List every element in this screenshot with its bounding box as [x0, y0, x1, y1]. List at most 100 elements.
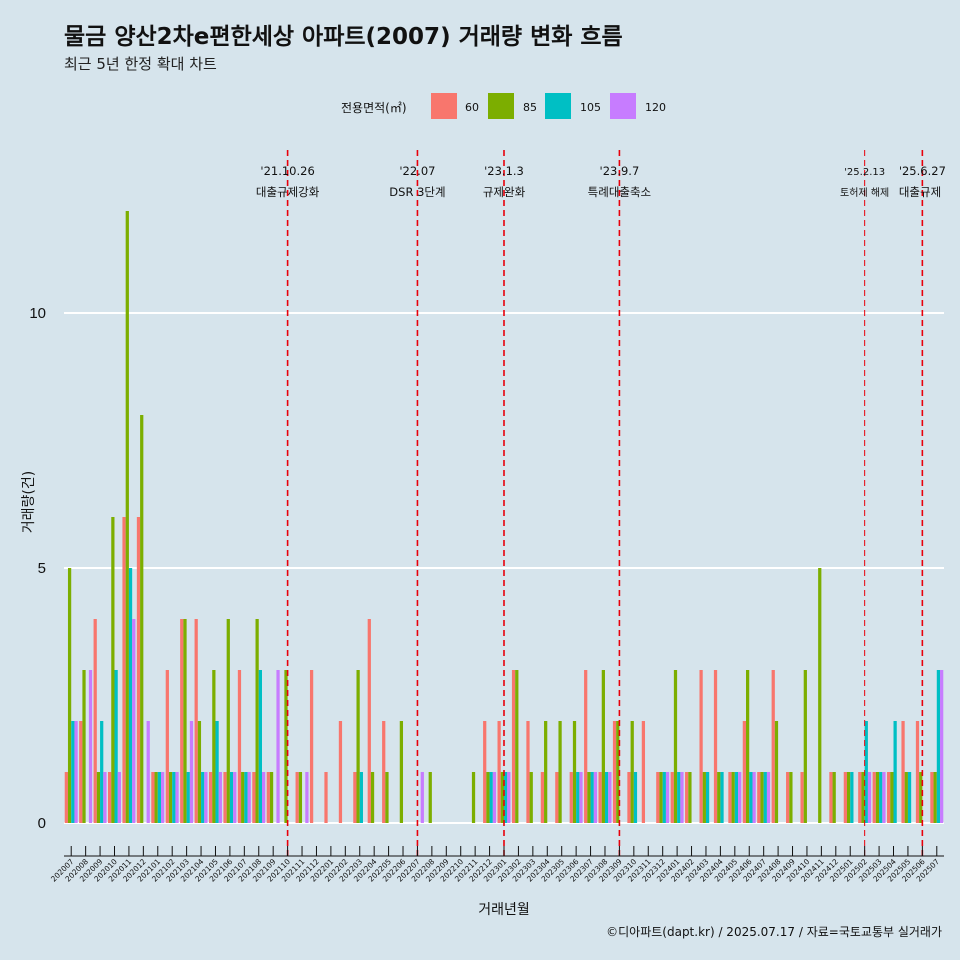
chart-subtitle: 최근 5년 한정 확대 차트: [64, 55, 217, 73]
bar-85-202411: [818, 568, 822, 823]
bar-60-202302: [511, 670, 516, 823]
bar-120-202010: [117, 772, 121, 823]
event-label-0: 대출규제강화: [256, 185, 320, 199]
bar-85-202408: [774, 721, 779, 823]
bar-105-202504: [893, 721, 897, 823]
bar-120-202405: [738, 772, 742, 823]
bar-85-202303: [529, 772, 533, 823]
event-date-1: '22.07: [399, 164, 435, 178]
bar-60-202502: [858, 772, 862, 823]
bar-105-202104: [201, 772, 205, 823]
bar-85-202109: [269, 772, 274, 823]
event-date-5: '25.6.27: [899, 164, 946, 178]
bar-120-202107: [247, 772, 251, 823]
bar-85-202409: [789, 772, 793, 823]
bar-60-202501: [843, 772, 847, 823]
bar-120-202507: [940, 670, 944, 823]
y-tick-label-10: 10: [29, 305, 46, 322]
bar-60-202505: [901, 721, 905, 823]
bar-85-202402: [688, 772, 692, 823]
bar-85-202505: [904, 772, 908, 823]
bar-85-202203: [356, 670, 360, 823]
bar-60-202504: [887, 772, 891, 823]
bar-105-202405: [734, 772, 739, 823]
bar-85-202503: [875, 772, 880, 823]
bar-120-202306: [579, 772, 583, 823]
bar-60-202402: [685, 772, 689, 823]
bar-60-202503: [872, 772, 876, 823]
bar-85-202010: [111, 517, 115, 823]
bar-105-202301: [504, 772, 508, 823]
bar-105-202407: [763, 772, 767, 823]
bar-85-202102: [168, 772, 173, 823]
event-date-0: '21.10.26: [260, 164, 314, 178]
bar-120-202012: [146, 721, 150, 823]
bar-105-202404: [720, 772, 724, 823]
event-label-5: 대출규제: [899, 185, 941, 199]
bar-60-202412: [829, 772, 833, 823]
bar-60-202008: [79, 721, 83, 823]
event-markers: '21.10.26 대출규제강화 '22.07 DSR 3단계 '23.1.3 규제완화 '…: [256, 150, 946, 856]
bar-105-202103: [186, 772, 190, 823]
bar-85-202312: [659, 772, 663, 823]
bar-85-202008: [82, 670, 86, 823]
event-label-4: 토허제 해제: [840, 186, 889, 199]
bar-60-202309: [612, 721, 617, 823]
bar-120-202007: [74, 721, 78, 823]
legend-label-105: 105: [580, 101, 601, 114]
bar-60-202201: [324, 772, 328, 823]
bar-120-202307: [593, 772, 598, 823]
bar-120-202101: [161, 772, 165, 823]
bar-60-202203: [353, 772, 357, 823]
y-tick-label-0: 0: [38, 815, 46, 832]
bar-105-202102: [172, 772, 176, 823]
bar-60-202007: [64, 772, 68, 823]
bar-60-202105: [208, 772, 213, 823]
bars: [64, 211, 944, 823]
legend-key-105: [545, 93, 571, 119]
bar-60-202306: [569, 772, 573, 823]
bar-85-202111: [298, 772, 303, 823]
bar-85-202410: [803, 670, 807, 823]
bar-120-202503: [882, 772, 886, 823]
bar-85-202012: [140, 415, 144, 823]
bar-105-202401: [677, 772, 681, 823]
bar-60-202311: [641, 721, 646, 823]
bar-85-202110: [284, 670, 288, 823]
bar-105-202203: [359, 772, 363, 823]
bar-120-202308: [608, 772, 612, 823]
legend-key-85: [488, 93, 514, 119]
bar-105-202007: [71, 721, 75, 823]
bar-60-202112: [309, 670, 314, 823]
bar-120-202102: [175, 772, 179, 823]
bar-105-202101: [157, 772, 162, 823]
bar-85-202009: [96, 772, 101, 823]
bar-60-202108: [252, 772, 256, 823]
bar-105-202010: [114, 670, 118, 823]
legend-title: 전용면적(㎡): [341, 101, 407, 115]
bar-105-202307: [590, 772, 594, 823]
bar-85-202507: [933, 772, 937, 823]
bar-85-202306: [572, 721, 577, 823]
bar-120-202109: [276, 670, 280, 823]
bar-60-202410: [800, 772, 804, 823]
event-label-3: 특례대출축소: [588, 185, 651, 199]
bar-60-202104: [194, 619, 198, 823]
bar-60-202111: [295, 772, 299, 823]
bar-60-202011: [122, 517, 126, 823]
bar-105-202108: [258, 670, 262, 823]
axes: 2020072020082020092020102020112020122021…: [49, 846, 944, 884]
bar-60-202406: [742, 721, 746, 823]
bar-120-202009: [103, 772, 107, 823]
bar-85-202105: [212, 670, 216, 823]
bar-60-202409: [786, 772, 790, 823]
bar-85-202205: [385, 772, 389, 823]
bar-105-202310: [633, 772, 638, 823]
bar-60-202102: [165, 670, 169, 823]
bar-105-202011: [128, 568, 133, 823]
bar-85-202309: [616, 721, 620, 823]
bar-60-202101: [151, 772, 155, 823]
bar-60-202106: [223, 772, 227, 823]
bar-60-202407: [757, 772, 761, 823]
